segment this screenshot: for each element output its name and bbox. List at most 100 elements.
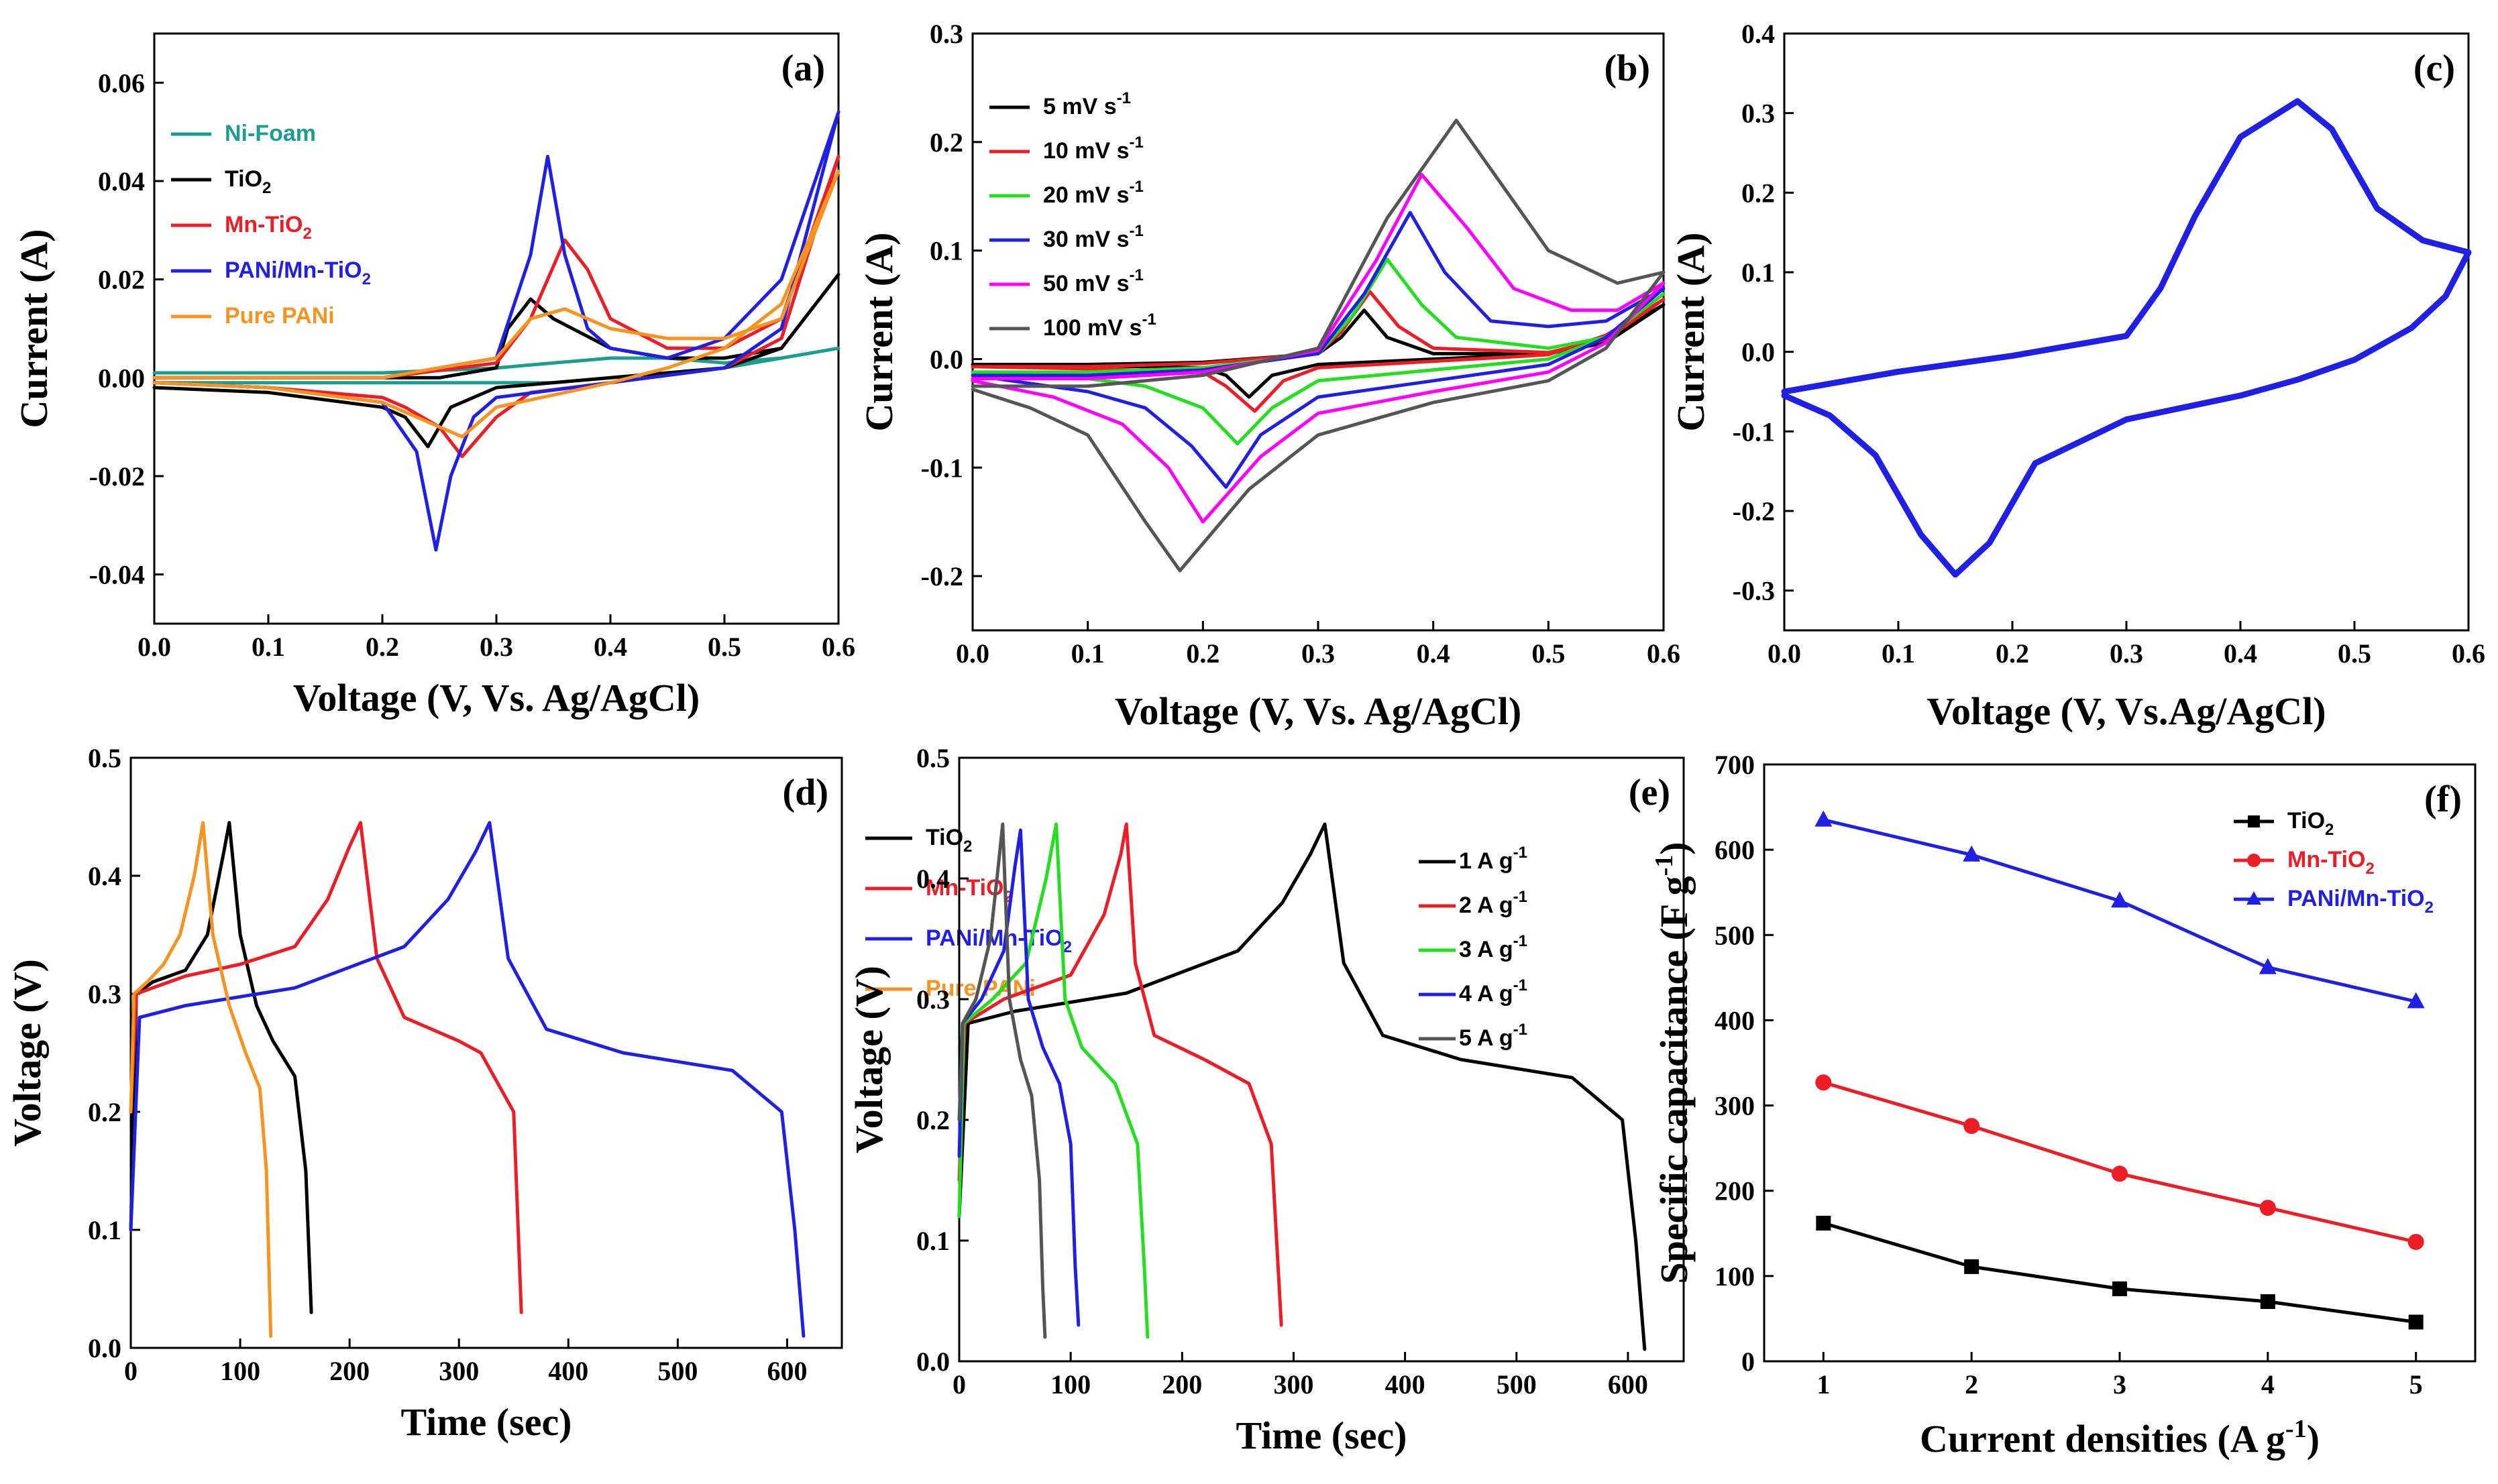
x-tick-label: 0.2: [1186, 638, 1219, 669]
legend-label-pani-mn-tio2: PANi/Mn-TiO2: [2287, 886, 2434, 917]
y-tick-label: 0.2: [930, 127, 963, 158]
legend-label-4-a-g-1: 4 A g-1: [1459, 976, 1527, 1007]
series-line-tio2: [1821, 1221, 2418, 1324]
legend-label-100-mv-s-1: 100 mV s-1: [1043, 310, 1156, 341]
y-tick-label: 0.4: [88, 861, 121, 891]
series-line-4-a-g-1: [957, 828, 1081, 1327]
data-point-pani-mn-tio2: [1814, 810, 1833, 827]
legend-label-mn-tio2: Mn-TiO2: [2287, 847, 2375, 878]
x-tick-label: 200: [1162, 1369, 1202, 1400]
y-tick-label: -0.04: [89, 560, 145, 590]
y-tick-label: -0.1: [1733, 416, 1775, 447]
data-point-mn-tio2: [2259, 1200, 2276, 1216]
y-tick-label: 100: [1715, 1261, 1755, 1292]
y-tick-label: 0.1: [1741, 258, 1775, 288]
x-tick-label: 0.0: [956, 638, 989, 669]
y-tick-label: 0.04: [98, 166, 145, 196]
series-line-2-a-g-1: [957, 822, 1283, 1327]
x-tick-label: 0.6: [1647, 638, 1680, 669]
x-tick-label: 0.5: [1531, 638, 1565, 669]
legend-label-5-a-g-1: 5 A g-1: [1459, 1021, 1527, 1051]
x-tick-label: 0.0: [1768, 638, 1801, 669]
data-point-tio2: [1964, 1259, 1979, 1274]
x-tick-label: 400: [548, 1356, 588, 1386]
y-tick-label: 0.2: [88, 1097, 121, 1127]
legend-label-1-a-g-1: 1 A g-1: [1459, 844, 1527, 874]
data-point-pani-mn-tio2: [2111, 891, 2128, 908]
legend-label-ni-foam: Ni-Foam: [225, 121, 316, 146]
legend-label-tio2: TiO2: [225, 166, 271, 197]
series-line-pani-mn-tio2-cv: [1781, 98, 2472, 578]
series-line-tio2: [129, 821, 313, 1314]
y-tick-label: 300: [1715, 1091, 1755, 1121]
x-tick-label: 0.5: [2338, 638, 2371, 669]
panel-b: 0.0 0.1 0.2 0.3 0.4 0.5 0.6 -0.2 -0.1 0.0 0.1 0.2 0.…: [857, 19, 1680, 733]
series-line-mn-tio2: [129, 821, 523, 1314]
y-axis-title: Current (A): [857, 233, 901, 432]
x-tick-label: 600: [767, 1356, 807, 1386]
y-tick-label: -0.2: [1733, 496, 1775, 526]
plot-frame: [958, 756, 1685, 1363]
series-line-50-mv-s-1: [971, 172, 1666, 524]
y-tick-label: 0.2: [916, 1105, 950, 1135]
data-point-pani-mn-tio2: [2259, 958, 2277, 974]
x-tick-label: 0.0: [138, 632, 171, 662]
x-tick-label: 500: [657, 1356, 698, 1386]
x-tick-label: 0.6: [822, 632, 855, 662]
legend-marker: [2247, 854, 2261, 867]
x-tick-label: 2: [1965, 1369, 1978, 1400]
x-tick-label: 3: [2113, 1369, 2126, 1400]
x-tick-label: 0.3: [480, 632, 513, 662]
series-line-pani-mn-tio2: [129, 821, 806, 1338]
x-tick-label: 500: [1497, 1369, 1537, 1400]
y-tick-label: 0.0: [930, 344, 963, 374]
x-axis-title: Voltage (V, Vs. Ag/AgCl): [293, 676, 700, 720]
series-line-30-mv-s-1: [971, 211, 1666, 489]
x-tick-label: 0.5: [708, 632, 741, 662]
x-tick-label: 200: [329, 1356, 370, 1386]
series-line-5-a-g-1: [957, 822, 1047, 1339]
series-line-100-mv-s-1: [971, 119, 1666, 573]
y-axis-title: Specific capacitance (F g-1): [1650, 842, 1696, 1283]
y-tick-label: 0.06: [98, 68, 145, 98]
x-tick-label: 0.6: [2452, 638, 2485, 669]
y-tick-label: -0.3: [1733, 576, 1775, 606]
x-axis-title: Time (sec): [401, 1400, 572, 1444]
y-tick-label: 0.0: [916, 1347, 950, 1377]
y-tick-label: 600: [1715, 835, 1755, 865]
x-tick-label: 5: [2409, 1369, 2423, 1400]
y-tick-label: 0.5: [916, 743, 950, 773]
series-line-ni-foam: [152, 346, 840, 385]
legend-label-30-mv-s-1: 30 mV s-1: [1043, 222, 1144, 252]
x-tick-label: 0.3: [2110, 638, 2143, 669]
x-tick-label: 0.4: [1417, 638, 1450, 669]
panel-label: (d): [783, 772, 828, 813]
y-tick-label: 0.1: [88, 1215, 121, 1245]
y-tick-label: 0.3: [88, 979, 121, 1009]
y-tick-label: 0.1: [930, 236, 963, 266]
y-tick-label: 0.0: [1741, 337, 1775, 367]
y-axis-title: Voltage (V): [847, 966, 891, 1153]
data-point-tio2: [2112, 1281, 2127, 1296]
y-tick-label: 400: [1715, 1005, 1755, 1035]
y-tick-label: 0.4: [1741, 19, 1775, 49]
x-axis-title: Voltage (V, Vs. Ag/AgCl): [1115, 689, 1521, 733]
y-tick-label: 0.3: [916, 984, 950, 1015]
legend-label-mn-tio2: Mn-TiO2: [225, 212, 312, 243]
series-line-1-a-g-1: [957, 822, 1647, 1351]
x-axis-title: Current densities (A g-1): [1920, 1415, 2320, 1461]
y-tick-label: 0: [1741, 1347, 1755, 1377]
data-point-tio2: [2408, 1314, 2424, 1330]
x-tick-label: 0: [124, 1356, 138, 1386]
legend-label-pani-mn-tio2: PANi/Mn-TiO2: [225, 258, 371, 288]
series-line-pani-mn-tio2: [152, 110, 840, 552]
series-line-3-a-g-1: [957, 822, 1150, 1339]
x-tick-label: 0.1: [252, 632, 285, 662]
legend-label-tio2: TiO2: [926, 825, 972, 856]
y-tick-label: 700: [1715, 750, 1755, 780]
y-tick-label: 0.4: [916, 864, 950, 894]
legend-label-tio2: TiO2: [2287, 808, 2334, 839]
data-point-tio2: [1816, 1216, 1831, 1231]
legend-label-3-a-g-1: 3 A g-1: [1459, 932, 1527, 962]
panel-label: (a): [781, 48, 825, 89]
